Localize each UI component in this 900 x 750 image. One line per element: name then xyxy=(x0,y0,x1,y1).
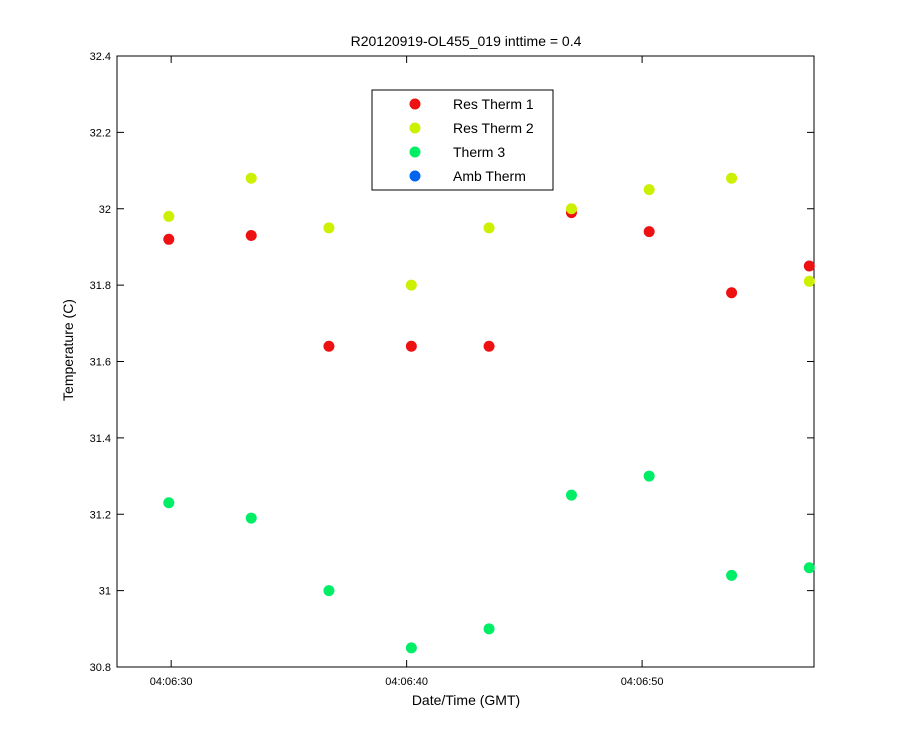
series-0 xyxy=(163,207,815,352)
data-point xyxy=(726,287,738,299)
y-tick-label: 31.6 xyxy=(90,357,111,369)
series-2 xyxy=(163,470,815,654)
data-point xyxy=(803,562,815,574)
y-tick-label: 32.2 xyxy=(90,127,111,139)
y-tick-label: 31.4 xyxy=(90,433,111,445)
data-points xyxy=(163,172,815,654)
data-point xyxy=(565,489,577,501)
x-tick-label: 04:06:40 xyxy=(385,676,428,688)
y-tick-label: 32 xyxy=(99,204,111,216)
axis-ticks: 30.8 31 31.2 31.4 31.6 31.8 32 32.2 32.4 04:06:30… xyxy=(90,51,814,688)
data-point xyxy=(405,279,417,291)
data-point xyxy=(565,203,577,215)
legend-marker xyxy=(409,122,421,134)
legend-item: Res Therm 1 xyxy=(409,96,534,112)
y-tick-label: 32.4 xyxy=(90,51,111,63)
legend-item: Amb Therm xyxy=(409,168,526,184)
data-point xyxy=(643,470,655,482)
data-point xyxy=(726,569,738,581)
data-point xyxy=(323,340,335,352)
data-point xyxy=(245,512,257,524)
legend: Res Therm 1 Res Therm 2 Therm 3 Amb Therm xyxy=(371,89,554,191)
x-axis-label: Date/Time (GMT) xyxy=(412,692,520,708)
y-tick-label: 31.8 xyxy=(90,280,111,292)
data-point xyxy=(323,222,335,234)
legend-marker xyxy=(409,98,421,110)
legend-marker xyxy=(409,146,421,158)
data-point xyxy=(643,226,655,238)
data-point xyxy=(726,172,738,184)
data-point xyxy=(163,210,175,222)
data-point xyxy=(483,340,495,352)
data-point xyxy=(163,497,175,509)
data-point xyxy=(245,229,257,241)
x-tick-label: 04:06:30 xyxy=(150,676,193,688)
legend-item: Res Therm 2 xyxy=(409,120,534,136)
legend-label: Therm 3 xyxy=(453,144,505,160)
legend-label: Amb Therm xyxy=(453,168,526,184)
chart-title: R20120919-OL455_019 inttime = 0.4 xyxy=(351,33,582,49)
data-point xyxy=(245,172,257,184)
y-axis-label: Temperature (C) xyxy=(60,299,76,401)
data-point xyxy=(803,260,815,272)
y-tick-label: 31 xyxy=(99,586,111,598)
x-tick-label: 04:06:50 xyxy=(621,676,664,688)
data-point xyxy=(405,340,417,352)
legend-label: Res Therm 2 xyxy=(453,120,534,136)
data-point xyxy=(405,642,417,654)
data-point xyxy=(803,275,815,287)
y-tick-label: 30.8 xyxy=(90,662,111,674)
data-point xyxy=(483,623,495,635)
data-point xyxy=(483,222,495,234)
data-point xyxy=(643,184,655,196)
series-1 xyxy=(163,172,815,291)
legend-marker xyxy=(409,170,421,182)
legend-box xyxy=(371,89,554,191)
y-tick-label: 31.2 xyxy=(90,509,111,521)
data-point xyxy=(163,233,175,245)
legend-item: Therm 3 xyxy=(409,144,505,160)
legend-label: Res Therm 1 xyxy=(453,96,534,112)
data-point xyxy=(323,585,335,597)
